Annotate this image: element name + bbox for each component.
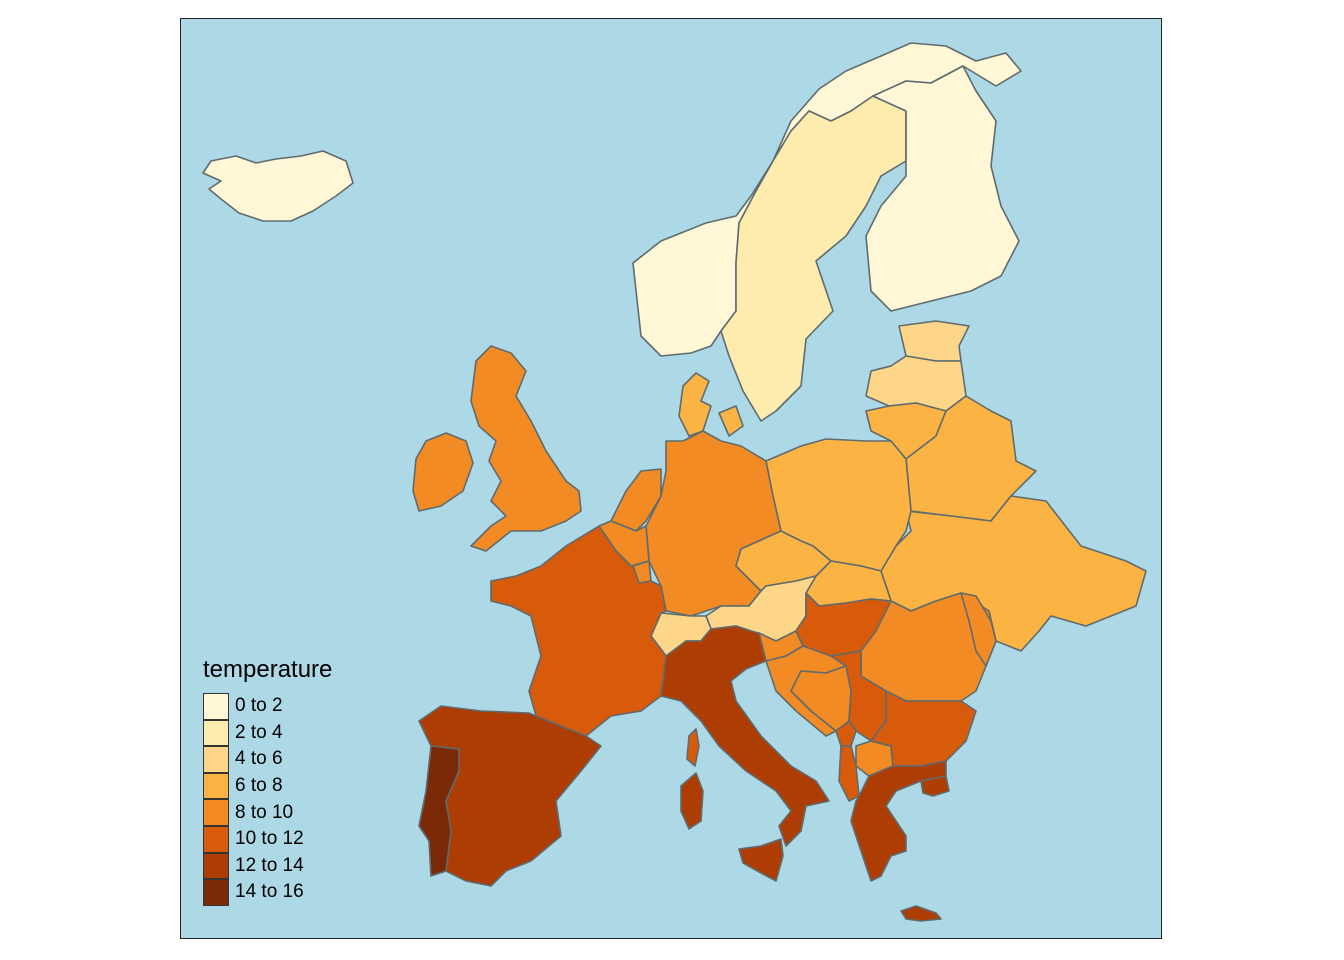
legend-label: 12 to 14 — [235, 854, 304, 876]
country-denmark-zealand — [718, 405, 744, 437]
country-greece-crete — [900, 905, 942, 922]
legend-items: 0 to 2 2 to 4 4 to 6 6 to 8 8 to 10 10 to 12 1… — [203, 693, 332, 906]
legend-item: 6 to 8 — [203, 772, 332, 800]
legend-item: 2 to 4 — [203, 719, 332, 747]
legend-swatch — [203, 772, 229, 800]
legend-swatch — [203, 879, 229, 906]
legend-title: temperature — [203, 656, 333, 683]
legend-swatch — [203, 852, 229, 880]
legend-swatch — [203, 719, 229, 747]
country-denmark — [678, 372, 712, 437]
country-italy-sardinia — [680, 772, 704, 830]
legend-label: 6 to 8 — [235, 775, 283, 797]
europe-map — [202, 42, 1147, 922]
country-greece — [850, 760, 947, 882]
legend-swatch — [203, 693, 229, 720]
legend: temperature 0 to 2 2 to 4 4 to 6 6 to 8 8 to… — [203, 656, 332, 906]
legend-label: 8 to 10 — [235, 801, 294, 823]
legend-swatch — [203, 746, 229, 773]
country-montenegro — [835, 720, 857, 747]
legend-swatch — [203, 799, 229, 826]
legend-item: 14 to 16 — [203, 879, 332, 906]
legend-label: 10 to 12 — [235, 828, 304, 850]
legend-label: 4 to 6 — [235, 748, 283, 770]
country-ireland — [412, 432, 474, 512]
country-italy-sicily — [738, 838, 784, 882]
legend-item: 4 to 6 — [203, 746, 332, 773]
country-france — [490, 525, 667, 737]
map-panel — [180, 18, 1162, 939]
country-moldova — [960, 592, 997, 667]
legend-label: 2 to 4 — [235, 721, 283, 743]
country-finland — [865, 65, 1020, 312]
legend-label: 0 to 2 — [235, 695, 283, 717]
legend-swatch — [203, 825, 229, 853]
country-turkey — [920, 775, 950, 797]
legend-item: 10 to 12 — [203, 825, 332, 853]
legend-label: 14 to 16 — [235, 881, 304, 903]
country-italy — [660, 625, 830, 847]
legend-item: 8 to 10 — [203, 799, 332, 826]
country-uk — [470, 345, 582, 552]
country-france-corsica — [686, 728, 700, 767]
country-estonia — [898, 320, 970, 362]
country-portugal — [418, 745, 460, 877]
legend-item: 0 to 2 — [203, 693, 332, 720]
country-iceland — [202, 150, 354, 222]
legend-item: 12 to 14 — [203, 852, 332, 880]
